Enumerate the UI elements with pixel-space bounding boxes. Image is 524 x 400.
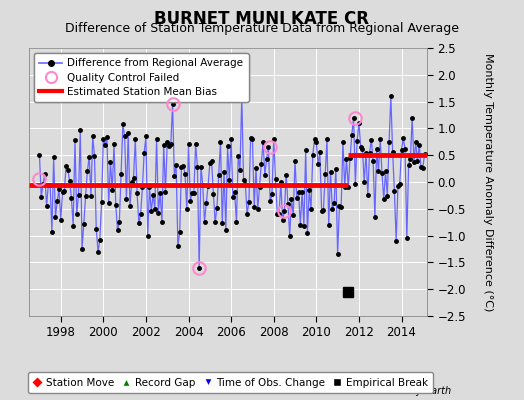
Text: Difference of Station Temperature Data from Regional Average: Difference of Station Temperature Data f… [65, 22, 459, 35]
Legend: Station Move, Record Gap, Time of Obs. Change, Empirical Break: Station Move, Record Gap, Time of Obs. C… [28, 372, 433, 393]
Text: BURNET MUNI KATE CR: BURNET MUNI KATE CR [155, 10, 369, 28]
Legend: Difference from Regional Average, Quality Control Failed, Estimated Station Mean: Difference from Regional Average, Qualit… [34, 53, 248, 102]
Text: Berkeley Earth: Berkeley Earth [378, 386, 451, 396]
Y-axis label: Monthly Temperature Anomaly Difference (°C): Monthly Temperature Anomaly Difference (… [483, 53, 493, 311]
